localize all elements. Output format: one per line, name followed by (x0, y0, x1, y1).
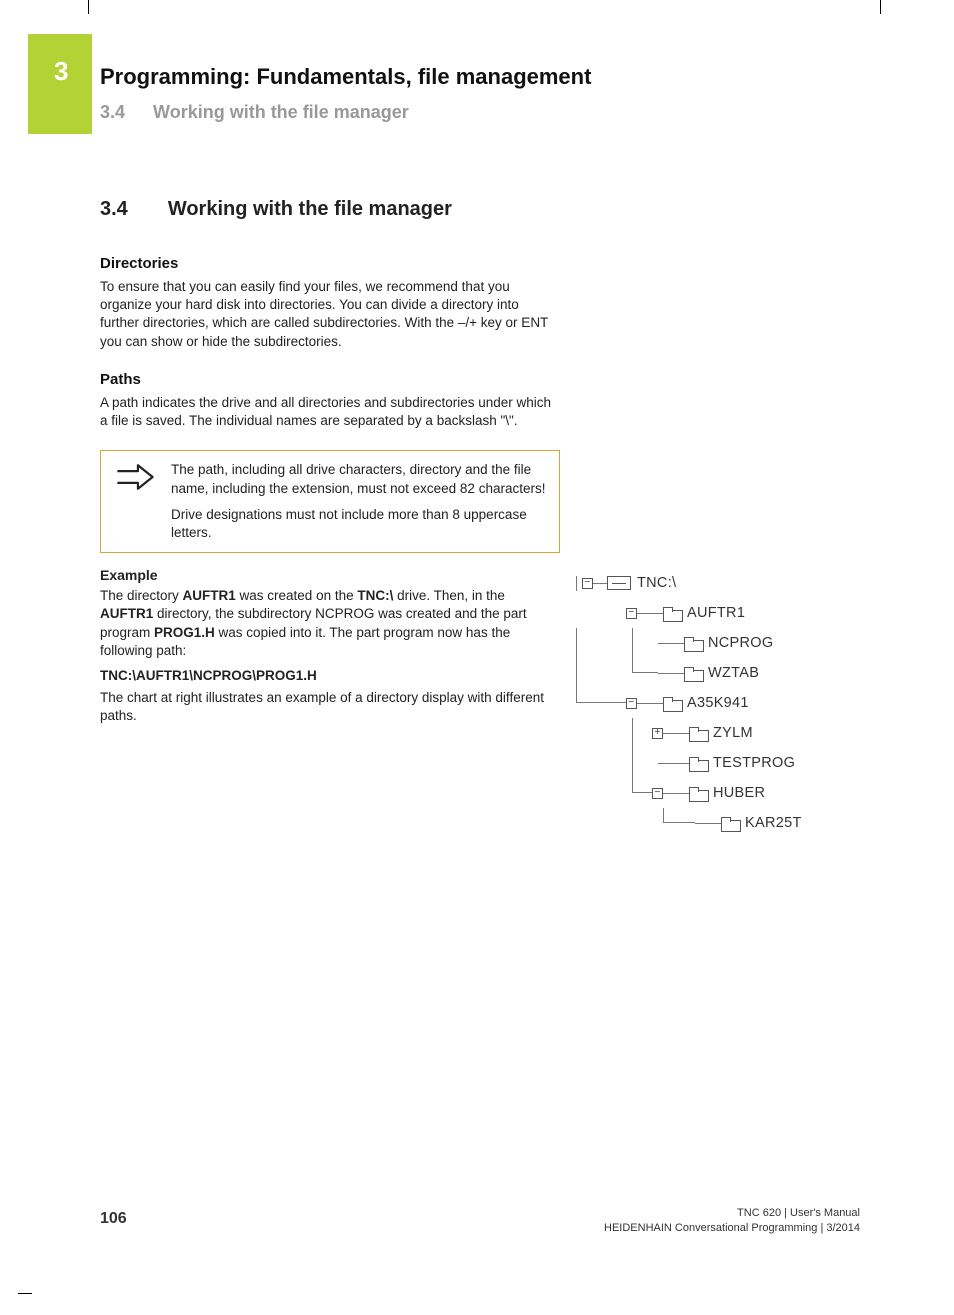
note-line: Drive designations must not include more… (171, 506, 547, 542)
paragraph: The directory AUFTR1 was created on the … (100, 587, 560, 660)
tree-node: − AUFTR1 (576, 598, 802, 628)
folder-icon (721, 817, 739, 830)
section-number: 3.4 (100, 102, 125, 122)
directory-tree: − TNC:\ − AUFTR1 NCPROG WZTAB − A35K941 (576, 568, 802, 838)
minus-icon: − (626, 698, 637, 709)
paragraph: To ensure that you can easily find your … (100, 278, 560, 351)
crop-mark (88, 0, 89, 14)
text-bold: AUFTR1 (100, 606, 153, 621)
tree-label: A35K941 (687, 695, 749, 711)
tree-label: ZYLM (713, 725, 753, 741)
text: drive. Then, in the (393, 588, 505, 603)
paragraph: The chart at right illustrates an exampl… (100, 689, 560, 725)
tree-node: + ZYLM (576, 718, 802, 748)
page-number: 106 (100, 1210, 127, 1227)
tree-label: HUBER (713, 785, 765, 801)
chapter-number: 3 (54, 56, 68, 87)
chapter-title: Programming: Fundamentals, file manageme… (100, 64, 591, 90)
note-text: The path, including all drive characters… (171, 461, 547, 542)
text-bold: PROG1.H (154, 625, 215, 640)
text-bold: AUFTR1 (183, 588, 236, 603)
tree-label: TNC:\ (637, 575, 676, 591)
tree-node: WZTAB (576, 658, 802, 688)
running-head-section: 3.4 Working with the file manager (100, 102, 409, 123)
tree-label: WZTAB (708, 665, 759, 681)
text: was created on the (236, 588, 358, 603)
plus-icon: + (652, 728, 663, 739)
section-heading: 3.4 Working with the file manager (100, 198, 560, 221)
crop-mark (18, 1293, 32, 1294)
note-line: The path, including all drive characters… (171, 461, 547, 497)
minus-icon: − (652, 788, 663, 799)
folder-icon (684, 667, 702, 680)
tree-node: − HUBER (576, 778, 802, 808)
folder-icon (663, 607, 681, 620)
drive-icon (607, 576, 631, 590)
tree-label: AUFTR1 (687, 605, 745, 621)
tree-node: KAR25T (576, 808, 802, 838)
note-box: The path, including all drive characters… (100, 450, 560, 553)
body-column: 3.4 Working with the file manager Directo… (100, 198, 560, 734)
tree-root: − TNC:\ (576, 568, 802, 598)
crop-mark (880, 0, 881, 14)
tree-node: NCPROG (576, 628, 802, 658)
arrow-right-icon (113, 461, 157, 542)
text: The directory (100, 588, 183, 603)
minus-icon: − (582, 578, 593, 589)
section-title: Working with the file manager (153, 102, 409, 122)
tree-label: TESTPROG (713, 755, 795, 771)
page-footer: 106 TNC 620 | User's Manual HEIDENHAIN C… (100, 1210, 860, 1228)
folder-icon (689, 727, 707, 740)
folder-icon (689, 787, 707, 800)
tree-node: TESTPROG (576, 748, 802, 778)
folder-icon (684, 637, 702, 650)
heading-title: Working with the file manager (168, 198, 452, 220)
footer-line: HEIDENHAIN Conversational Programming | … (604, 1221, 860, 1236)
example-path: TNC:\AUFTR1\NCPROG\PROG1.H (100, 668, 560, 683)
tree-label: NCPROG (708, 635, 773, 651)
subheading-paths: Paths (100, 371, 560, 388)
tree-label: KAR25T (745, 815, 802, 831)
footer-line: TNC 620 | User's Manual (604, 1206, 860, 1221)
folder-icon (689, 757, 707, 770)
minus-icon: − (626, 608, 637, 619)
folder-icon (663, 697, 681, 710)
subheading-directories: Directories (100, 255, 560, 272)
subheading-example: Example (100, 567, 560, 583)
heading-number: 3.4 (100, 198, 128, 220)
tree-node: − A35K941 (576, 688, 802, 718)
text-bold: TNC:\ (357, 588, 393, 603)
footer-meta: TNC 620 | User's Manual HEIDENHAIN Conve… (604, 1206, 860, 1236)
paragraph: A path indicates the drive and all direc… (100, 394, 560, 430)
